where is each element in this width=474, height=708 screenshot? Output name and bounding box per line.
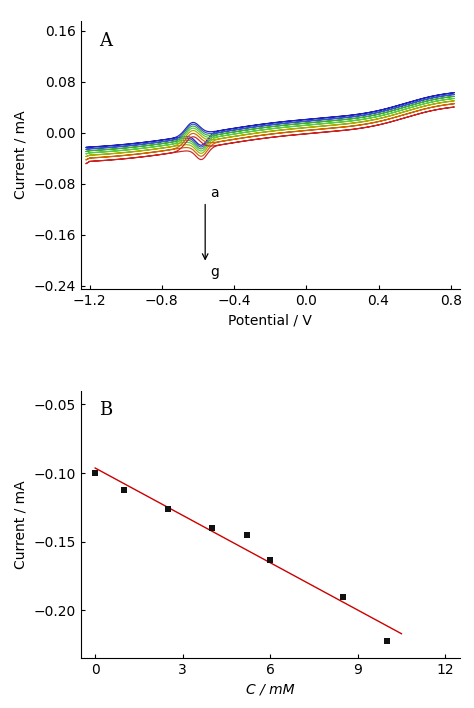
- Point: [266, 554, 274, 565]
- Point: [339, 591, 347, 603]
- X-axis label: C / mM: C / mM: [246, 683, 294, 697]
- Y-axis label: Current / mA: Current / mA: [14, 480, 28, 569]
- Text: B: B: [100, 401, 113, 419]
- Point: [383, 635, 391, 646]
- X-axis label: Potential / V: Potential / V: [228, 314, 312, 327]
- Point: [208, 523, 216, 534]
- Text: A: A: [100, 32, 112, 50]
- Point: [120, 484, 128, 495]
- Y-axis label: Current / mA: Current / mA: [14, 110, 27, 200]
- Point: [243, 529, 251, 540]
- Point: [91, 467, 99, 479]
- Text: a: a: [210, 185, 219, 200]
- Text: g: g: [210, 266, 219, 280]
- Point: [164, 503, 172, 515]
